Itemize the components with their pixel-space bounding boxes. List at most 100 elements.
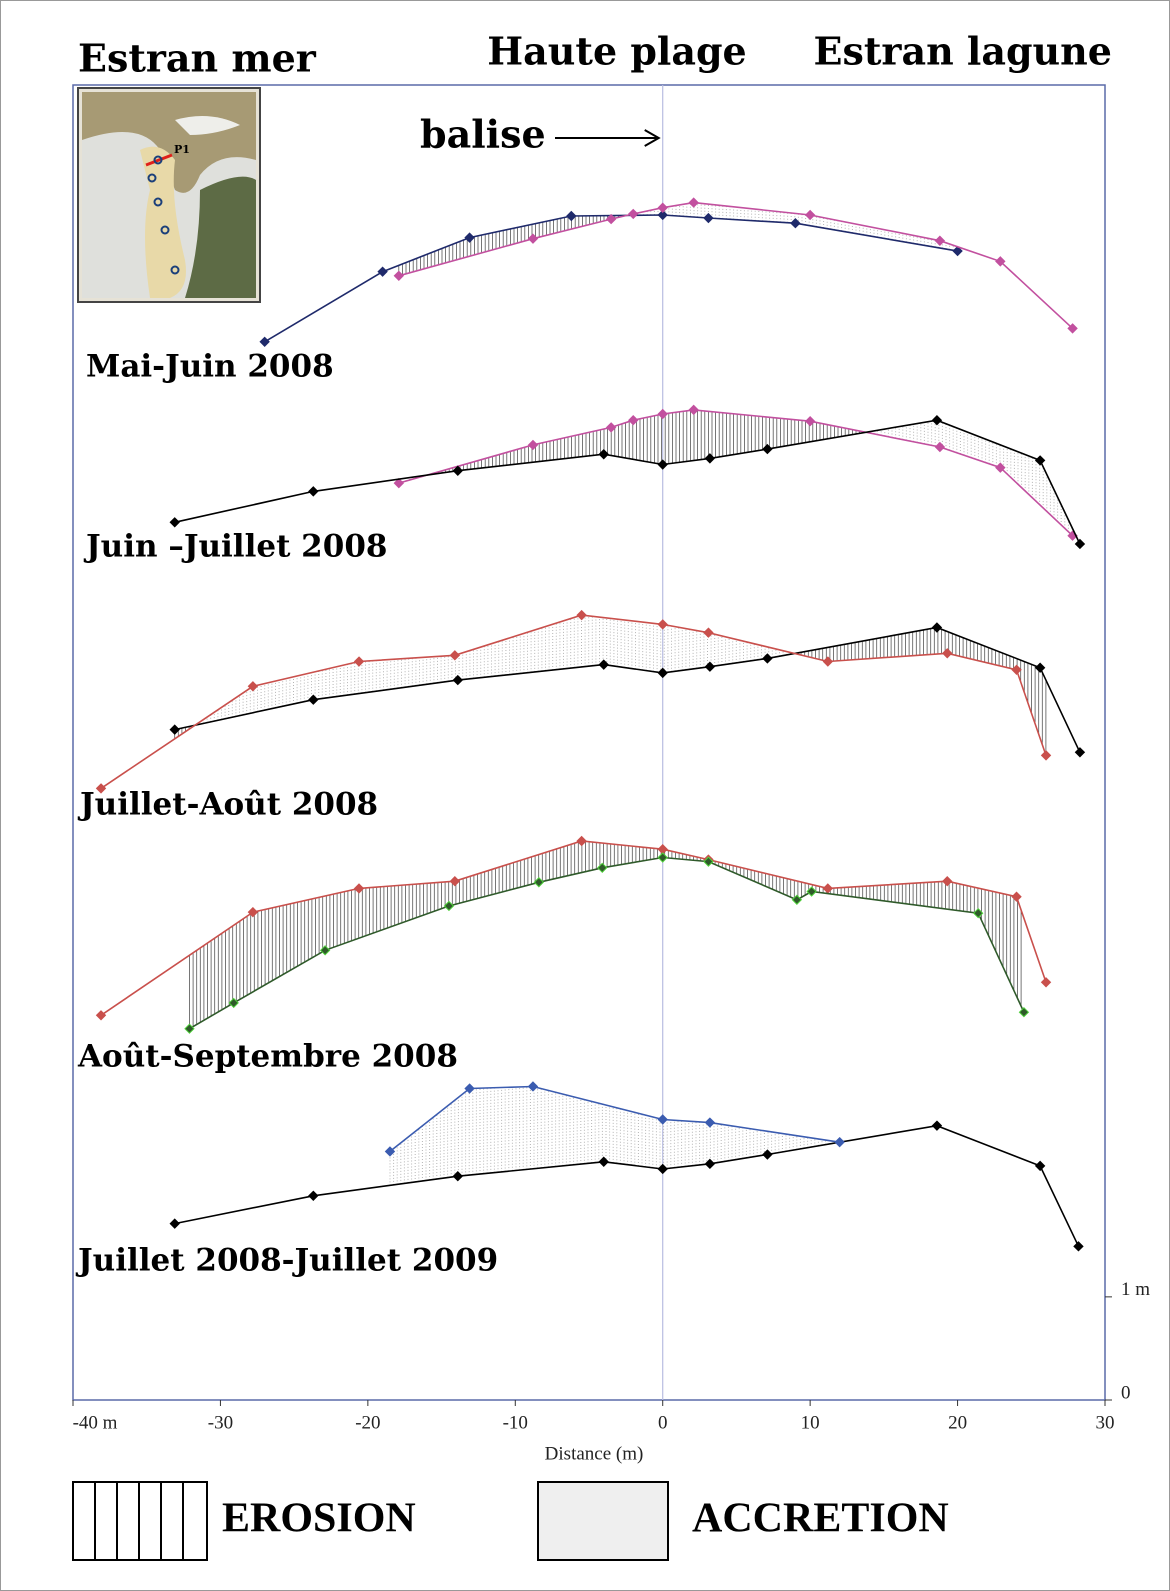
profile-point [308,1190,319,1201]
annotation-arrowhead [644,129,661,147]
profile-point [688,404,699,416]
profile-point [657,209,668,221]
profile-point [804,209,816,221]
profile-point [184,1023,195,1034]
profile-point [834,1136,845,1148]
profile-point [934,441,946,453]
profile-point [762,1149,773,1160]
profile-point [657,202,668,213]
profile-point [1034,1160,1046,1172]
y-tick-label: 0 [1121,1382,1131,1403]
profile-point [804,416,816,427]
x-tick-label: 20 [948,1412,967,1433]
profile-point [449,876,461,887]
plot-area [72,84,1106,1401]
annotation: balise [420,112,546,157]
profile-point [657,1163,668,1175]
inset-label: P1 [174,143,190,156]
erosion-hatch [398,215,626,276]
panel-title: Mai-Juin 2008 [86,349,334,385]
profile-point [452,1170,463,1182]
profile-point [566,210,577,222]
profile-point [377,266,388,277]
profile-point [169,517,180,528]
profile-point [1018,1006,1030,1018]
profile-point [806,886,817,897]
profile-point [657,1114,668,1125]
inset-points [147,155,180,275]
profile-point [1034,455,1046,466]
profile-point [657,852,668,863]
profile-line [264,214,958,343]
profile-point [605,213,617,225]
profile-point [576,609,587,621]
inset-point [153,155,163,165]
profile-point [319,945,331,956]
profile-line [189,856,1025,1030]
profile-point [527,439,539,451]
panel-title: Juillet-Août 2008 [77,787,378,823]
profile-line [174,419,1081,545]
profile-line [398,201,1074,329]
panel-title: Août-Septembre 2008 [77,1039,458,1075]
profile-point [95,1010,107,1021]
profile-point [597,862,608,874]
x-tick-label: -20 [355,1412,380,1433]
profile-point [353,883,365,894]
profile-point [1067,323,1078,334]
profile-point [931,622,943,633]
profile-line [174,626,1081,753]
accretion-fill [389,1086,837,1186]
legend-accretion-label: ACCRETION [692,1496,949,1542]
profile-point [95,783,107,794]
legend-accretion-swatch [537,1481,669,1561]
profile-point [762,443,773,455]
y-tick-label: 1 m [1121,1279,1150,1300]
profile-point [449,650,461,661]
profile-point [393,477,405,489]
profile-point [384,1146,396,1157]
profile-point [657,619,668,630]
profile-point [688,197,699,208]
profile-point [657,408,668,420]
profile-point [169,724,180,735]
profile-point [598,659,609,670]
x-tick-label: 10 [801,1412,820,1433]
profile-point [703,627,714,638]
profile-point [704,1117,716,1128]
profile-point [605,422,617,433]
profile-point [353,656,365,667]
profile-point [657,459,668,470]
profile-point [628,414,639,426]
profile-point [1011,664,1022,675]
profile-point [704,661,716,672]
x-axis-label: Distance (m) [545,1443,644,1464]
profile-point [657,667,668,679]
profile-point [308,486,319,497]
inset-point [153,197,163,207]
legend-erosion-label: EROSION [222,1496,416,1542]
profile-line [174,1124,1080,1247]
profile-point [259,336,270,348]
erosion-hatch [189,841,1022,1029]
profile-point [1034,662,1046,673]
profile-point [995,256,1006,267]
profile-point [598,449,609,460]
profile-point [1073,1241,1084,1252]
header-center: Haute plage [487,29,747,74]
profile-point [247,681,259,692]
profile-point [527,1081,539,1092]
header-right: Estran lagune [814,29,1112,74]
profile-point [952,245,963,257]
profile-point [464,1083,475,1094]
x-tick-label: -40 m [73,1412,118,1433]
profile-point [1011,891,1022,902]
inset-point [147,173,157,183]
profile-point [169,1218,180,1229]
profile-point [822,656,834,667]
profile-point [628,208,639,220]
profile-point [393,270,405,282]
profile-point [1074,747,1086,758]
profile-point [1040,750,1052,761]
